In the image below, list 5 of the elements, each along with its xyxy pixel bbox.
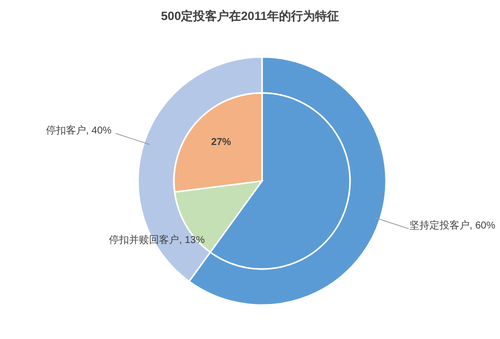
slice-label: 停扣并赎回客户, 13% xyxy=(109,234,205,246)
slice-label: 停扣客户, 40% xyxy=(46,124,112,136)
chart-title: 500定投客户在2011年的行为特征 xyxy=(160,9,340,23)
slice-label: 坚持定投客户, 60% xyxy=(410,220,496,232)
data-label: 27% xyxy=(211,136,232,148)
